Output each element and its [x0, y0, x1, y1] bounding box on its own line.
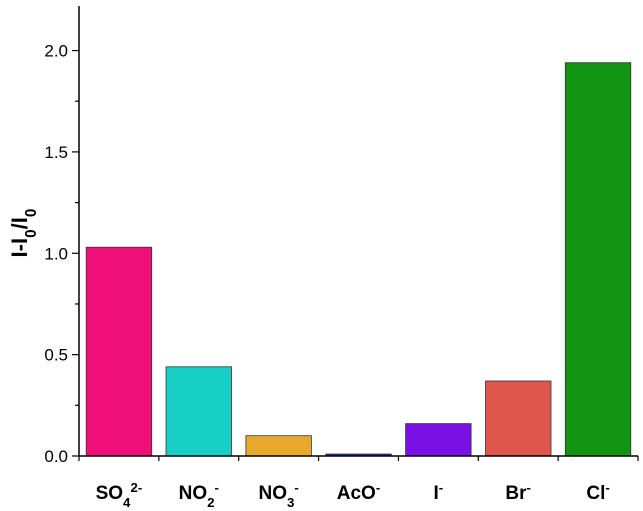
x-tick-label-part: - [294, 480, 298, 495]
x-tick-label-part: NO [179, 483, 208, 504]
x-tick-label-part: Cl [586, 483, 605, 504]
x-tick-label: I- [433, 480, 443, 505]
y-tick-label: 2.0 [44, 42, 68, 61]
y-tick-label: 1.0 [44, 244, 68, 263]
bars-layer [85, 62, 632, 457]
x-tick-label-part: 2- [130, 480, 142, 495]
x-tick-label-part: 4 [123, 495, 131, 510]
y-axis-title-part: /I [7, 217, 32, 229]
y-tick-label: 0.5 [44, 346, 68, 365]
x-tick-label-part: 2 [207, 495, 214, 510]
labels-layer: SO42- NO2- NO3- AcO- I- Br- Cl-0.00.51.01.52.0… [7, 42, 610, 510]
x-tick-label-part: 3 [287, 495, 294, 510]
bar [165, 366, 232, 457]
x-tick-label: Br- [505, 480, 531, 505]
x-tick-label-part: SO [96, 483, 123, 504]
x-tick-label-part: - [605, 480, 609, 495]
x-tick-label: AcO- [337, 480, 381, 505]
bar [85, 246, 153, 457]
y-axis-title-part: I-I [7, 238, 32, 258]
x-tick-label-part: - [215, 480, 219, 495]
x-tick-label-part: - [376, 480, 380, 495]
x-tick-label-part: - [527, 480, 531, 495]
bar [245, 435, 312, 457]
y-axis-title-part: 0 [23, 209, 40, 218]
x-tick-label: Cl- [586, 480, 609, 505]
x-tick-label: NO3- [258, 480, 298, 510]
axes-layer [72, 6, 639, 461]
x-tick-label-part: - [439, 480, 443, 495]
y-axis-title-group: I-I0/I0 [7, 209, 40, 258]
y-axis-title: I-I0/I0 [7, 209, 40, 258]
x-tick-label-part: Br [505, 483, 527, 504]
y-axis-title-part: 0 [23, 229, 40, 238]
x-tick-label-part: NO [258, 483, 287, 504]
x-tick-label: SO42- [96, 480, 143, 510]
bar [564, 62, 632, 457]
x-tick-label-part: I [433, 483, 438, 504]
x-tick-label: NO2- [179, 480, 219, 510]
bar [405, 423, 472, 457]
y-tick-label: 1.5 [44, 143, 68, 162]
bar [485, 380, 552, 457]
y-tick-label: 0.0 [44, 447, 68, 466]
x-tick-label-part: AcO [337, 483, 376, 504]
